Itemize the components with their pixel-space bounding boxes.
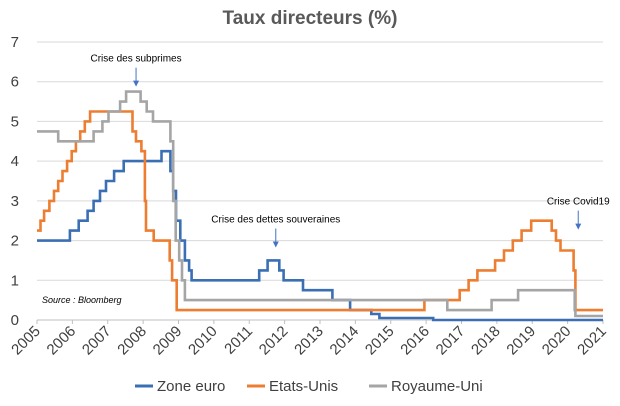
chart-title: Taux directeurs (%)	[223, 8, 398, 29]
y-tick-label: 3	[11, 193, 19, 210]
x-tick-label: 2013	[291, 323, 327, 359]
x-tick-label: 2019	[503, 323, 539, 359]
x-tick-label: 2016	[397, 323, 433, 359]
source-note: Source : Bloomberg	[42, 295, 122, 305]
x-tick-label: 2012	[256, 323, 292, 359]
series-line-royaume-uni	[37, 90, 603, 318]
series-lines	[37, 90, 603, 322]
annotations: Crise des subprimes Crise des dettes souv…	[90, 54, 610, 248]
y-tick-label: 7	[11, 34, 19, 51]
annotation-arrow-head	[575, 223, 582, 230]
y-tick-label: 1	[11, 272, 19, 289]
x-tick-label: 2008	[114, 323, 150, 359]
gridlines	[37, 41, 603, 281]
y-tick-label: 0	[11, 312, 19, 329]
annotation-arrow-head	[133, 80, 140, 87]
annotation-label: Crise des subprimes	[90, 54, 181, 65]
series-line-etats-unis	[37, 110, 603, 312]
x-tick-label: 2014	[327, 323, 363, 359]
x-tick-label: 2011	[221, 323, 256, 358]
legend: Zone euro Etats-Unis Royaume-Uni	[135, 378, 483, 395]
y-axis-tick-labels: 0 1 2 3 4 5 6 7	[11, 34, 19, 329]
legend-label: Royaume-Uni	[391, 378, 483, 395]
x-tick-label: 2010	[185, 323, 221, 359]
y-tick-label: 5	[11, 113, 19, 130]
x-axis-tick-labels: 2005 2006 2007 2008 2009 2010 2011 2012 2013 2014…	[8, 320, 610, 358]
x-tick-label: 2007	[79, 323, 115, 359]
x-tick-label: 2021	[574, 323, 610, 359]
annotation-label: Crise des dettes souveraines	[211, 215, 340, 226]
y-tick-label: 2	[11, 233, 19, 250]
x-tick-label: 2015	[362, 323, 398, 359]
x-tick-label: 2006	[44, 323, 80, 359]
annotation-arrow-head	[272, 241, 279, 248]
legend-label: Etats-Unis	[269, 378, 338, 395]
x-tick-label: 2017	[433, 323, 469, 359]
x-tick-label: 2018	[468, 323, 504, 359]
y-tick-label: 4	[11, 153, 19, 170]
x-tick-label: 2020	[539, 323, 575, 359]
annotation-label: Crise Covid19	[547, 197, 610, 208]
legend-label: Zone euro	[157, 378, 225, 395]
x-tick-label: 2009	[150, 323, 186, 359]
y-tick-label: 6	[11, 74, 19, 91]
